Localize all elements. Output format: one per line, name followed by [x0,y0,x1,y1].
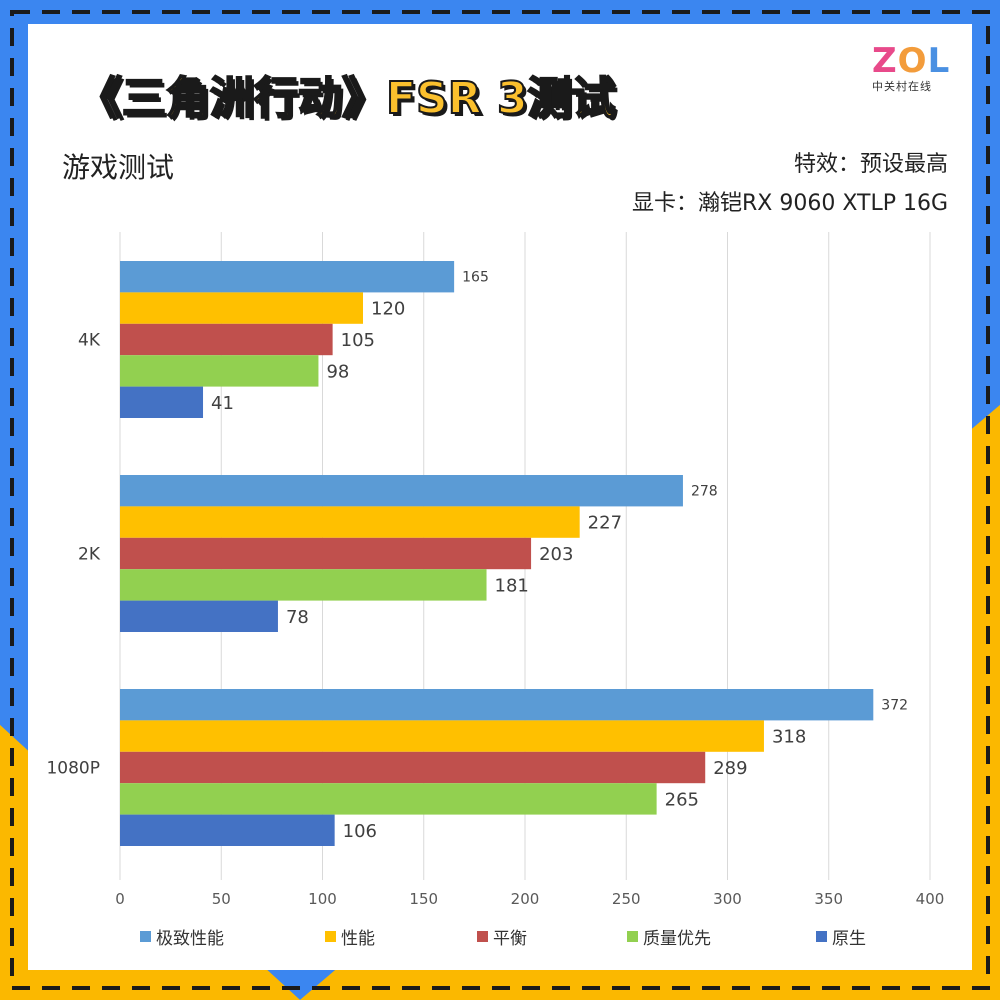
legend-label: 质量优先 [643,929,711,949]
bar [120,600,278,632]
data-label: 98 [326,361,349,382]
legend-item: 原生 [816,924,866,949]
legend-label: 性能 [341,929,375,949]
data-label: 289 [713,758,747,779]
category-label: 4K [78,331,101,351]
frame-dashes [10,10,990,990]
legend-item: 性能 [325,924,375,949]
data-label: 318 [772,727,806,748]
bar [120,783,657,815]
legend-swatch [477,931,488,942]
bar [120,386,204,418]
gpu-note: 显卡：瀚铠RX 9060 XTLP 16G [631,191,948,216]
legend-label: 原生 [832,929,866,949]
bar [120,751,706,784]
category-label: 2K [78,545,101,565]
data-label: 372 [881,698,908,714]
x-tick-label: 150 [409,890,438,908]
main-title: 《三角洲行动》FSR 3测试 [77,72,617,125]
data-label: 181 [495,575,529,596]
zol-logo: ZOL 中关村在线 [872,44,962,94]
category-label: 1080P [46,759,100,779]
x-tick-label: 250 [612,890,641,908]
bar [120,355,319,387]
bar [120,475,683,507]
data-label: 278 [691,484,718,500]
x-tick-label: 350 [814,890,843,908]
data-label: 265 [665,789,699,810]
bar [120,689,874,721]
x-tick-label: 50 [212,890,231,908]
bar [120,720,764,752]
legend-label: 平衡 [493,929,527,949]
bar [120,537,532,570]
data-label: 106 [343,821,377,842]
legend-label: 极致性能 [156,929,224,949]
logo-letter-z: Z [872,41,898,81]
legend-item: 平衡 [477,924,527,949]
legend-swatch [140,931,151,942]
data-label: 120 [371,299,405,320]
data-label: 227 [588,513,622,534]
data-label: 41 [211,393,234,414]
data-label: 165 [462,270,489,286]
x-tick-label: 300 [713,890,742,908]
bar [120,506,580,538]
data-label: 105 [341,330,375,351]
x-tick-label: 200 [511,890,540,908]
bar [120,323,333,356]
data-label: 78 [286,607,309,628]
bar [120,569,487,601]
legend-item: 极致性能 [140,924,224,949]
x-tick-label: 400 [916,890,945,908]
bar [120,292,363,324]
legend-swatch [325,931,336,942]
bar [120,814,335,846]
x-tick-label: 100 [308,890,337,908]
chart-subtitle: 游戏测试 [62,151,175,184]
effects-note: 特效：预设最高 [793,152,948,177]
legend-swatch [627,931,638,942]
chart-legend: 极致性能 性能 平衡 质量优先 原生 [0,924,1000,952]
logo-letter-o: O [897,41,928,81]
logo-subtext: 中关村在线 [872,80,932,93]
legend-item: 质量优先 [627,924,711,949]
logo-letter-l: L [927,41,951,81]
data-label: 203 [539,544,573,565]
legend-swatch [816,931,827,942]
logo-text: ZOL [872,44,962,78]
x-tick-label: 0 [115,890,125,908]
bar [120,261,455,293]
